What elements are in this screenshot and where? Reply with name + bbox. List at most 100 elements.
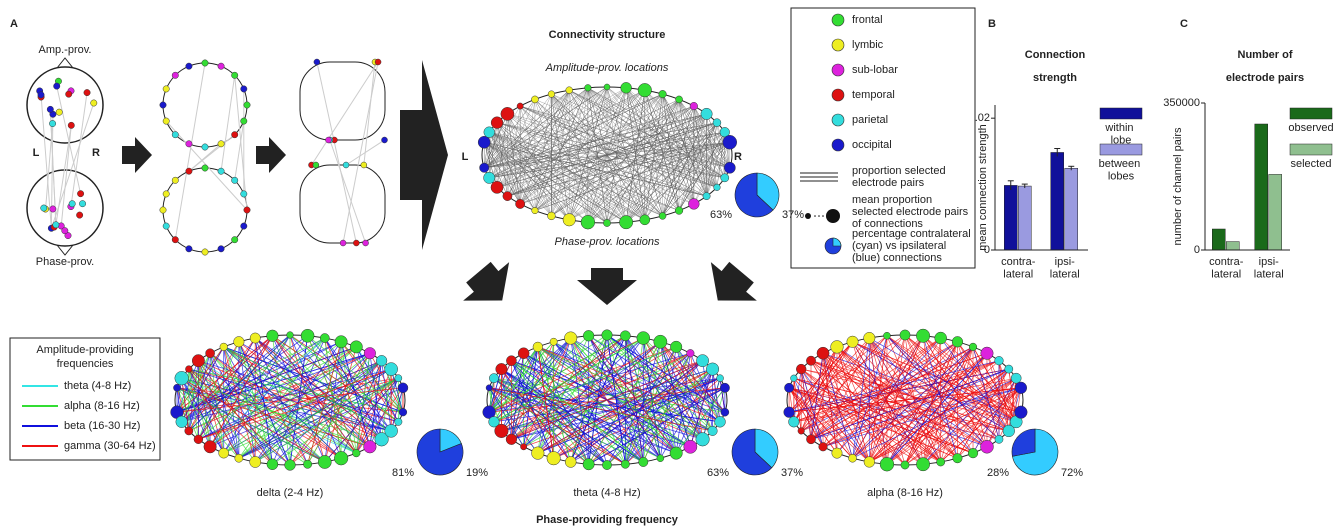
electrode — [244, 207, 250, 213]
electrode — [713, 119, 721, 127]
electrode — [173, 384, 180, 391]
electrode — [395, 418, 402, 425]
legend-label: lymbic — [852, 39, 884, 51]
electrode — [491, 117, 503, 129]
electrode — [654, 335, 667, 348]
electrode — [194, 435, 203, 444]
electrode — [218, 141, 224, 147]
electrode — [241, 118, 247, 124]
electrode — [68, 122, 74, 128]
electrode — [385, 424, 398, 437]
connection — [221, 75, 235, 171]
electrode — [547, 451, 560, 464]
bar — [1018, 186, 1031, 250]
electrode — [817, 347, 829, 359]
chart-title: electrode pairs — [1226, 72, 1304, 84]
panel-label: theta (4-8 Hz) — [573, 487, 640, 499]
electrode — [287, 332, 294, 339]
y-tick-label: 0 — [1194, 244, 1200, 256]
electrode — [382, 137, 388, 143]
electrode — [723, 135, 737, 149]
electrode — [670, 447, 682, 459]
electrode — [186, 168, 192, 174]
stadium — [300, 62, 385, 140]
connectivity-title: Connectivity structure — [549, 29, 666, 41]
legend-label: selected electrode pairs — [852, 206, 969, 218]
legend-label: occipital — [852, 139, 892, 151]
connection — [484, 90, 645, 168]
electrode — [533, 342, 543, 352]
bar — [1269, 174, 1282, 250]
electrode — [62, 227, 68, 233]
electrode — [566, 87, 573, 94]
electrode — [657, 455, 664, 462]
electrode — [202, 60, 208, 66]
electrode — [715, 416, 726, 427]
connection — [489, 132, 626, 222]
electrode — [789, 416, 800, 427]
electrode — [314, 59, 320, 65]
top-label: Amplitude-prov. locations — [545, 62, 669, 74]
electrode — [796, 364, 806, 374]
electrode — [231, 72, 237, 78]
electrode — [583, 459, 594, 470]
electrode — [491, 181, 503, 193]
y-tick-label: .02 — [975, 112, 990, 124]
electrode — [684, 440, 697, 453]
x-tick-label: contra-lateral — [1209, 256, 1244, 281]
electrode — [602, 460, 611, 469]
electrode — [901, 461, 909, 469]
electrode — [604, 84, 610, 90]
electrode — [218, 63, 224, 69]
panel-label: delta (2-4 Hz) — [257, 487, 324, 499]
electrode — [688, 199, 699, 210]
electrode — [1015, 382, 1027, 394]
electrode — [163, 191, 169, 197]
electrode — [659, 90, 667, 98]
electrode — [350, 341, 362, 353]
electrode — [1015, 406, 1028, 419]
chart-title: strength — [1033, 72, 1077, 84]
electrode — [968, 448, 978, 458]
connection — [905, 335, 1016, 422]
legend-swatch — [1290, 144, 1332, 155]
electrode — [496, 363, 507, 374]
electrode — [250, 333, 260, 343]
legend-marker — [832, 39, 844, 51]
electrode — [676, 96, 683, 103]
connection — [317, 62, 356, 243]
electrode — [241, 86, 247, 92]
legend-marker — [832, 64, 844, 76]
electrode — [640, 215, 650, 225]
electrode — [995, 435, 1003, 443]
electrode — [484, 127, 495, 138]
connection — [588, 132, 725, 222]
electrode — [864, 457, 875, 468]
electrode — [91, 100, 97, 106]
arrow — [122, 137, 152, 173]
electrode — [687, 349, 695, 357]
electrode — [501, 107, 514, 120]
legend-marker — [832, 114, 844, 126]
electrode — [532, 207, 538, 213]
electrode — [363, 240, 369, 246]
electrode — [69, 201, 75, 207]
x-tick-label: contra-lateral — [1001, 256, 1036, 281]
electrode — [980, 440, 993, 453]
legend-marker — [832, 139, 844, 151]
arrow — [256, 137, 286, 173]
electrode — [708, 426, 717, 435]
electrode — [602, 330, 613, 341]
electrode — [320, 333, 329, 342]
electrode — [318, 455, 331, 468]
electrode — [185, 366, 192, 373]
legend-label: parietal — [852, 114, 888, 126]
connection — [569, 90, 730, 168]
electrode — [244, 102, 250, 108]
legend-marker — [832, 14, 844, 26]
electrode — [334, 451, 348, 465]
panel-letter: A — [10, 18, 18, 30]
electrode — [721, 408, 729, 416]
panel-letter: C — [1180, 18, 1188, 30]
electrode — [480, 163, 489, 172]
